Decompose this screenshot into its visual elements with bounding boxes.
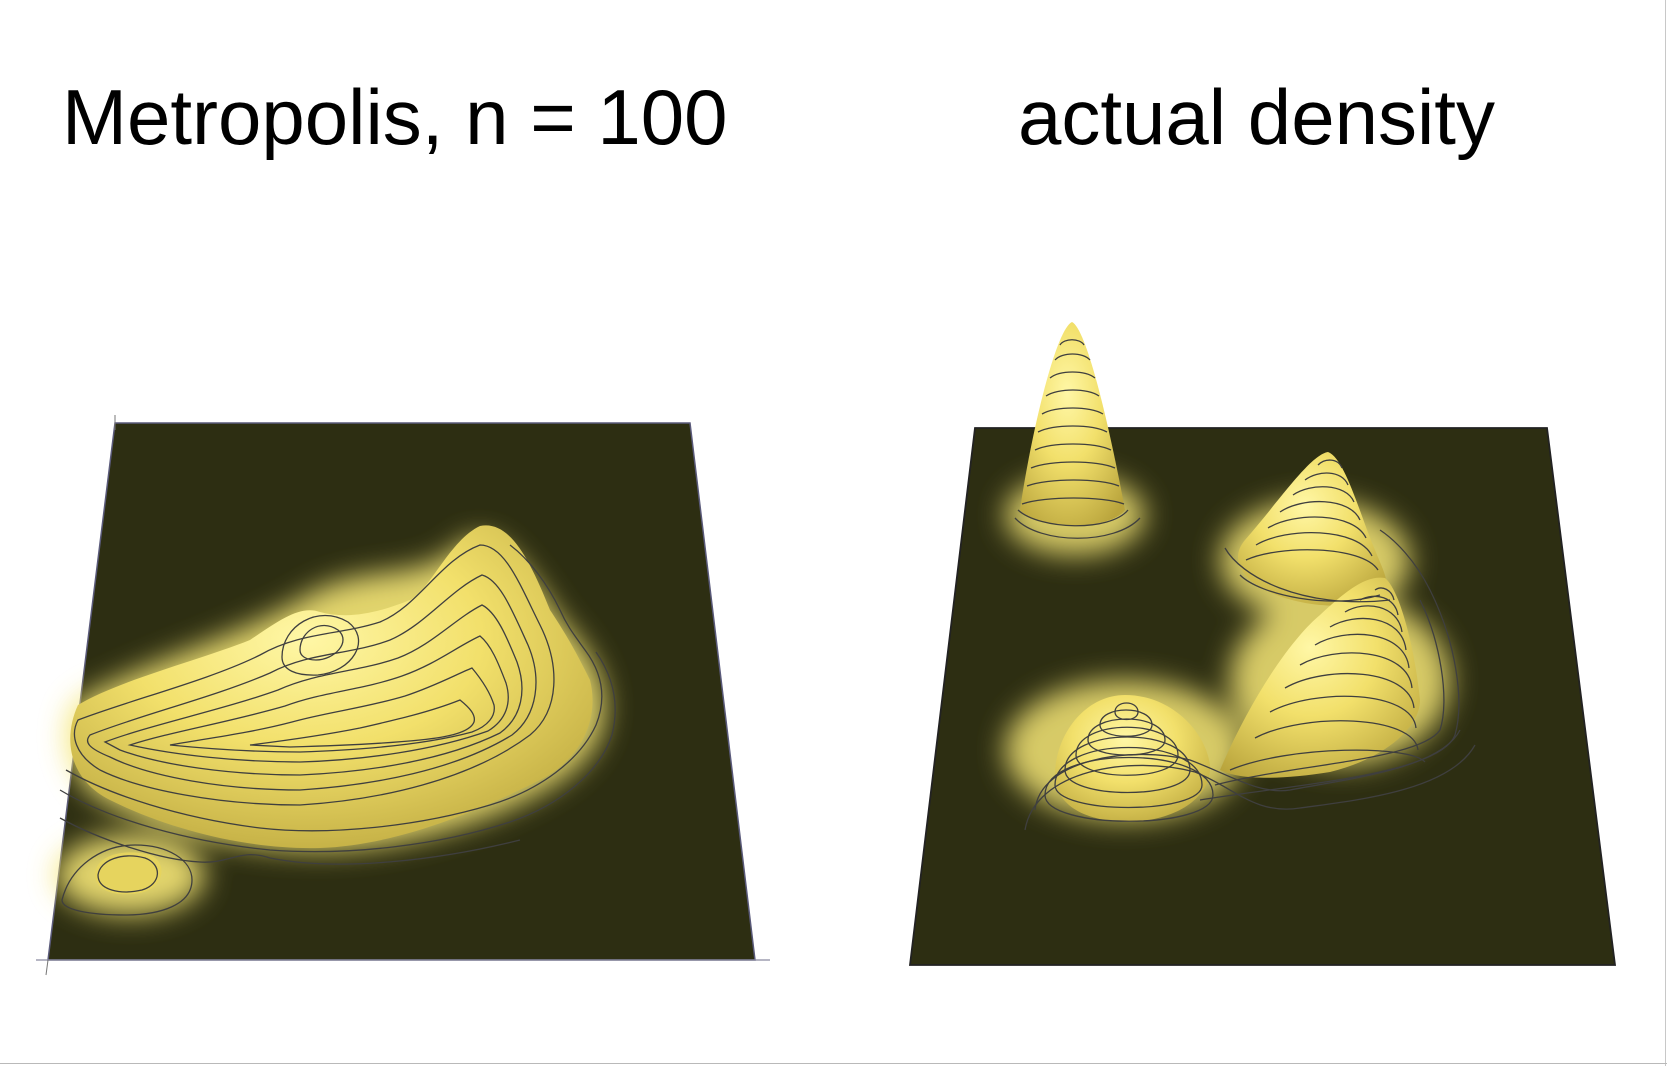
right-cone-peak bbox=[1020, 322, 1125, 526]
right-contour-lines bbox=[1014, 339, 1476, 831]
right-ridge-peak bbox=[1238, 452, 1387, 606]
left-surface-plot bbox=[36, 415, 770, 976]
left-hill bbox=[70, 525, 593, 849]
frame-border-right bbox=[1665, 0, 1666, 1066]
left-contour-lines bbox=[59, 544, 616, 916]
chart-title-right: actual density bbox=[1018, 73, 1495, 161]
right-dome bbox=[1055, 695, 1211, 822]
left-axis-tick-corner bbox=[45, 959, 49, 976]
chart-title-left: Metropolis, n = 100 bbox=[62, 73, 728, 161]
right-front-ridge bbox=[1220, 577, 1420, 778]
right-surface-plot bbox=[908, 322, 1617, 966]
frame-border-bottom bbox=[0, 1063, 1667, 1064]
left-small-hill bbox=[95, 852, 162, 895]
